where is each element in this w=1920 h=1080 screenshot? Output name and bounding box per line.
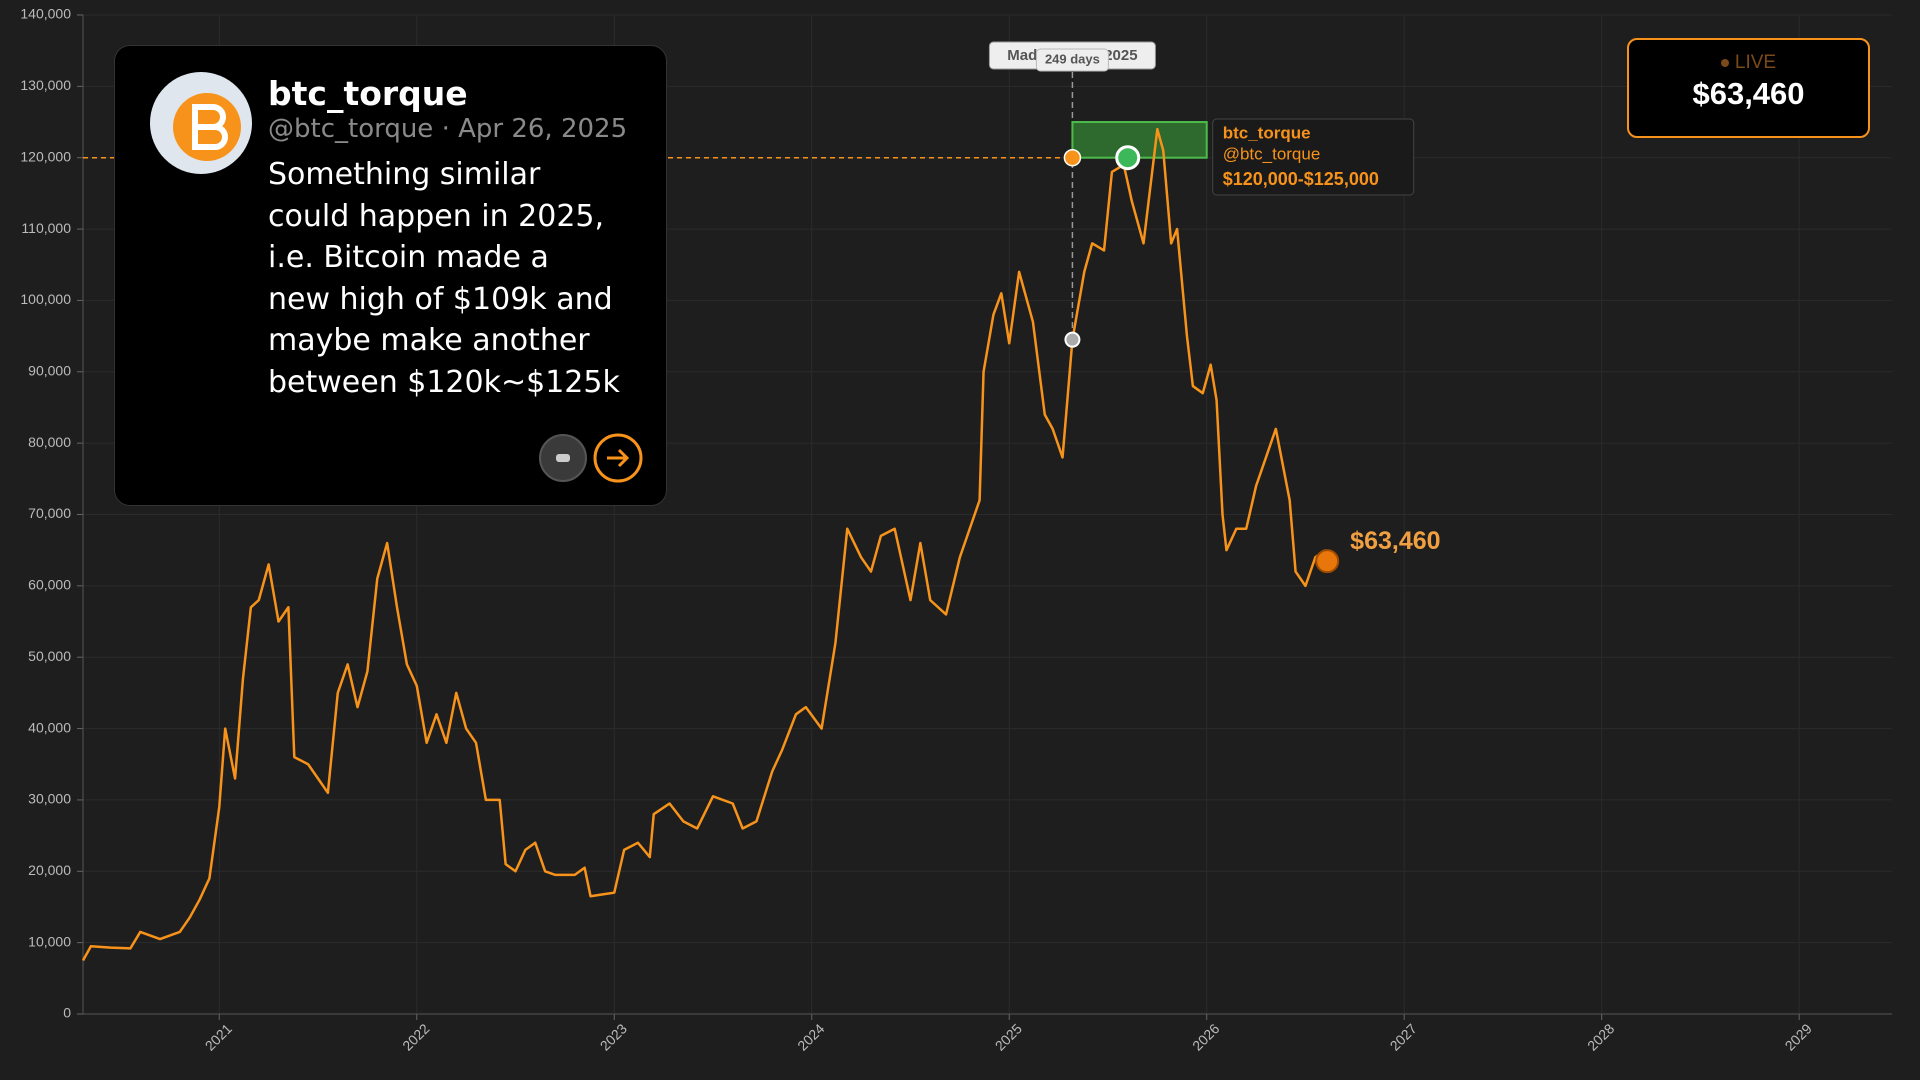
y-tick-label: 140,000	[20, 6, 71, 22]
tooltip-range: $120,000-$125,000	[1223, 169, 1379, 189]
target-point	[1063, 148, 1082, 167]
y-tick-label: 10,000	[28, 933, 71, 949]
x-tick-label: 2029	[1782, 1020, 1815, 1053]
tooltip-box	[1212, 118, 1415, 196]
y-tick-label: 40,000	[28, 719, 71, 735]
live-box: LIVE $63,460	[1627, 38, 1870, 138]
tweet-line: maybe make another	[268, 323, 590, 358]
made-point	[1064, 331, 1081, 348]
y-tick-label: 110,000	[21, 220, 71, 236]
tweet-text: Something similar could happen in 2025, i.…	[268, 154, 620, 403]
y-tick-label: 70,000	[28, 505, 71, 521]
y-tick-label: 120,000	[20, 148, 71, 164]
live-price: $63,460	[1692, 76, 1805, 111]
y-tick-label: 20,000	[28, 862, 71, 878]
tweet-card: btc_torque @btc_torque · Apr 26, 2025 So…	[114, 45, 667, 506]
tooltip-handle: @btc_torque	[1223, 144, 1321, 163]
target-zone	[1071, 121, 1208, 159]
handle-date: @btc_torque · Apr 26, 2025	[268, 114, 628, 144]
live-label: LIVE	[1629, 52, 1868, 74]
y-tick-label: 100,000	[20, 291, 71, 307]
y-tick-label: 90,000	[28, 362, 71, 378]
days-label: 249 days	[1045, 51, 1100, 66]
x-tick-label: 2024	[794, 1020, 827, 1053]
current-point	[1315, 549, 1340, 574]
hit-point	[1115, 145, 1141, 171]
tweet-line: i.e. Bitcoin made a	[268, 240, 549, 275]
x-tick-label: 2022	[399, 1020, 432, 1053]
tweet-line: could happen in 2025,	[268, 198, 605, 234]
price-line	[81, 127, 1326, 962]
x-tick-label: 2026	[1189, 1020, 1222, 1053]
y-tick-label: 30,000	[28, 791, 71, 807]
current-label: $63,460	[1350, 527, 1440, 555]
tweet-line: Something similar	[268, 157, 541, 192]
x-tick-label: 2025	[992, 1020, 1025, 1053]
username: btc_torque	[268, 74, 468, 113]
avatar	[150, 72, 252, 174]
days-label-box	[1035, 48, 1109, 72]
y-tick-label: 130,000	[20, 77, 71, 93]
y-tick-label: 60,000	[28, 577, 71, 593]
x-tick-label: 2027	[1387, 1020, 1420, 1053]
x-tick-label: 2023	[597, 1020, 630, 1053]
x-tick-label: 2028	[1584, 1020, 1617, 1053]
y-tick-label: 50,000	[28, 648, 71, 664]
card-buttons	[539, 433, 643, 483]
tooltip-user: btc_torque	[1223, 123, 1311, 142]
y-tick-label: 80,000	[28, 434, 71, 450]
x-tick-label: 2021	[202, 1020, 235, 1053]
tweet-line: between $120k~$125k	[268, 364, 620, 400]
tweet-line: new high of $109k and	[268, 281, 613, 317]
y-tick-label: 0	[63, 1005, 71, 1021]
